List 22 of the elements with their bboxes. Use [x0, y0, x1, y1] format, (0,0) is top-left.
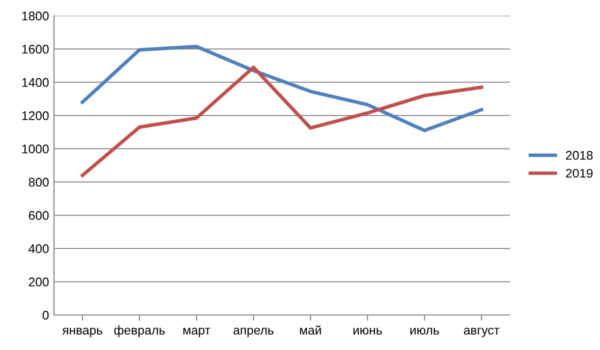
- y-tick-label: 200: [28, 278, 49, 286]
- y-tick-label: 0: [42, 310, 49, 320]
- x-tick-label: март: [183, 328, 210, 338]
- y-tick-label: 1200: [22, 111, 49, 120]
- y-tick-label: 800: [28, 178, 49, 187]
- x-tick-label: июнь: [353, 328, 382, 335]
- y-tick-label: 600: [28, 211, 49, 220]
- x-tick-label: февраль: [114, 325, 165, 338]
- legend-label: 2018: [566, 150, 593, 160]
- y-tick-label: 1400: [22, 78, 49, 87]
- x-tick-label: январь: [62, 328, 102, 338]
- x-tick-label: апрель: [234, 328, 274, 338]
- y-tick-label: 1600: [22, 44, 49, 54]
- x-tick-label: май: [300, 325, 321, 335]
- legend-label: 2019: [566, 168, 593, 178]
- line-series: [80, 66, 484, 178]
- x-tick-label: август: [464, 328, 500, 338]
- line-series: [80, 44, 484, 132]
- y-tick-label: 1000: [22, 144, 49, 154]
- y-tick-label: 400: [28, 244, 49, 254]
- y-tick-label: 1800: [22, 12, 49, 20]
- x-tick-label: июль: [410, 328, 439, 335]
